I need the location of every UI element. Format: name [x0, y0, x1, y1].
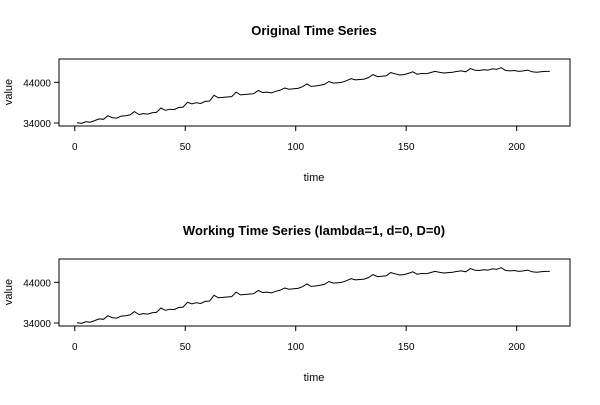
x-tick-label: 100 [287, 142, 304, 153]
x-axis-label: time [304, 172, 325, 184]
chart-panel-working: Working Time Series (lambda=1, d=0, D=0)… [3, 223, 571, 384]
axis-ticks: 0 50 100 150 200 34000 44000 [23, 278, 525, 353]
y-axis-label: value [3, 79, 15, 105]
chart-panel-original: Original Time Series 50 100 150 200 0 34000 44… [3, 23, 571, 184]
x-tick-label: 150 [398, 142, 415, 153]
x-axis-label: time [304, 372, 325, 384]
x-tick-label: 150 [398, 342, 415, 353]
x-tick-label: 200 [508, 142, 525, 153]
series-line [76, 67, 550, 124]
x-tick-label: 50 [180, 142, 192, 153]
y-tick-label: 34000 [23, 119, 51, 130]
chart-title: Working Time Series (lambda=1, d=0, D=0) [183, 223, 445, 238]
x-tick-label: 100 [287, 342, 304, 353]
y-tick-label: 34000 [23, 319, 51, 330]
x-tick-label: 0 [72, 342, 78, 353]
plot-frame [58, 258, 571, 327]
plot-frame [58, 58, 571, 127]
y-axis-label: value [3, 279, 15, 305]
y-tick-label: 44000 [23, 278, 51, 289]
x-tick-label: 0 [72, 142, 78, 153]
x-tick-label: 200 [508, 342, 525, 353]
x-tick-label: 50 [180, 342, 192, 353]
axis-ticks: 50 100 150 200 0 34000 44000 [23, 78, 525, 153]
y-tick-label: 44000 [23, 78, 51, 89]
chart-title: Original Time Series [251, 23, 376, 38]
series-line [76, 267, 550, 324]
